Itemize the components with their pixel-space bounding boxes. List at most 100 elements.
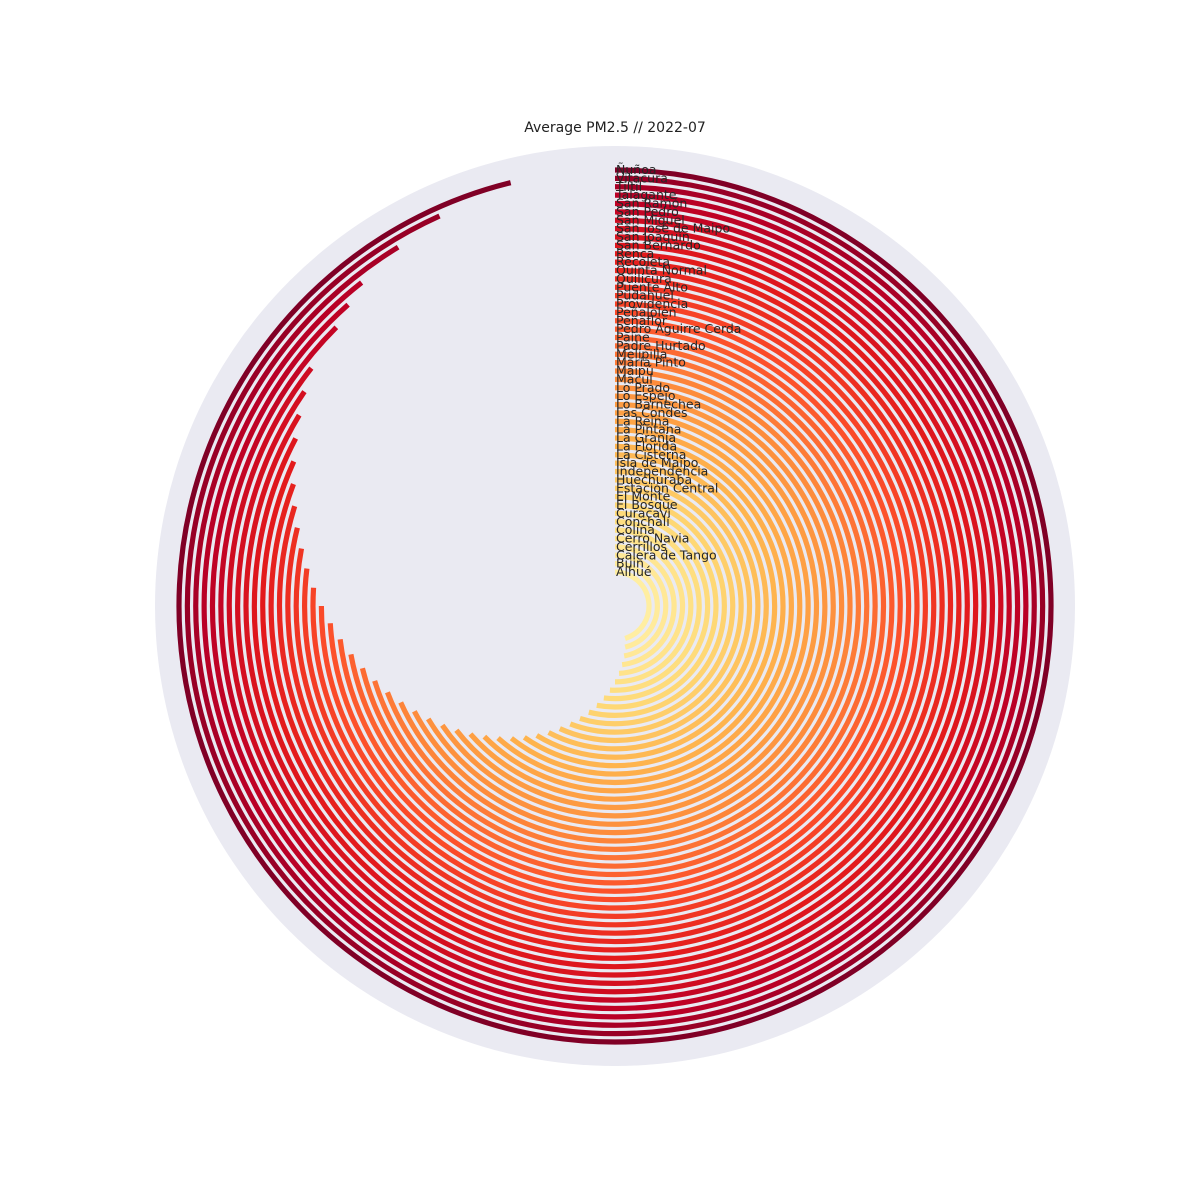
ring-label: La Cisterna <box>616 447 686 462</box>
ring-label: Las Condes <box>616 405 688 420</box>
ring-bar <box>535 452 769 760</box>
ring-bar <box>310 301 920 911</box>
ring-label: La Reina <box>616 413 669 428</box>
ring-label: Cerrillos <box>616 539 667 554</box>
ring-bar <box>337 326 895 886</box>
ring-label: Lo Barnechea <box>616 397 701 412</box>
ring-label: Peñaflor <box>616 313 668 328</box>
ring-bar <box>588 494 727 718</box>
ring-bar <box>201 192 1029 1020</box>
ring-bar <box>482 418 803 794</box>
ring-bar <box>193 184 1037 1028</box>
ring-bar <box>209 200 1021 1012</box>
ring-bar <box>558 468 753 744</box>
ring-bar <box>348 334 887 878</box>
ring-bar <box>509 435 786 777</box>
ring-label: Puente Alto <box>616 279 688 294</box>
ring-bar <box>218 209 1012 1003</box>
ring-label: San José de Maipo <box>616 221 730 236</box>
ring-bar <box>302 293 928 919</box>
ring-bar <box>609 519 702 693</box>
ring-bar <box>251 242 979 970</box>
ring-bar <box>243 234 987 978</box>
ring-label: Lo Espejo <box>616 388 676 403</box>
ring-label: San Joaquín <box>616 229 690 244</box>
ring-label: Isla de Maipo <box>616 455 698 470</box>
ring-label: La Florida <box>616 438 677 453</box>
ring-label: La Pintana <box>616 422 681 437</box>
ring-label: Estación Central <box>616 480 718 495</box>
ring-bar <box>547 460 761 752</box>
ring-label: Independencia <box>616 464 708 479</box>
ring-label: Maipú <box>616 363 654 378</box>
ring-bar <box>426 385 836 827</box>
ring-bar <box>398 368 853 844</box>
ring-label: Renca <box>616 246 654 261</box>
ring-bar <box>293 284 937 928</box>
ring-bar <box>614 544 677 668</box>
ring-bar <box>268 259 962 953</box>
ring-label: Tiltil <box>615 179 642 194</box>
ring-bar <box>614 527 694 685</box>
ring-bar <box>440 393 828 819</box>
chart-title: Average PM2.5 // 2022-07 <box>524 120 706 136</box>
ring-bar <box>226 217 1004 995</box>
ring-bar <box>454 401 820 811</box>
ring-label: Melipilla <box>616 346 667 361</box>
ring-bars <box>176 167 1054 1045</box>
ring-label: El Bosque <box>616 497 678 512</box>
ring-label: Macul <box>616 371 653 386</box>
ring-label: Colina <box>616 522 655 537</box>
ring-label: Providencia <box>616 296 688 311</box>
ring-bar <box>496 427 794 785</box>
ring-label: San Miguel <box>616 212 685 227</box>
ring-label: Pedro Aguirre Cerda <box>616 321 741 336</box>
ring-bar <box>318 309 912 903</box>
ring-label: Paine <box>616 330 650 345</box>
ring-bar <box>614 535 686 676</box>
ring-bar <box>603 510 711 702</box>
ring-bar <box>176 167 1054 1045</box>
ring-label: Quilicura <box>616 271 672 286</box>
ring-bar <box>260 251 970 961</box>
ring-bar <box>569 477 744 735</box>
ring-label: Lo Prado <box>616 380 670 395</box>
ring-bar <box>614 552 669 659</box>
ring-bar <box>522 443 778 769</box>
ring-bar <box>596 502 719 710</box>
ring-label: Talagante <box>615 187 677 202</box>
ring-label: Huechuraba <box>616 472 692 487</box>
ring-label: Recoleta <box>616 254 670 269</box>
ring-bar <box>235 226 995 986</box>
ring-bar <box>285 276 945 936</box>
ring-bar <box>468 410 811 802</box>
ring-label: Vitacura <box>616 170 668 185</box>
ring-label: San Bernardo <box>616 237 701 252</box>
ring-label: Alhué <box>616 564 652 579</box>
ring-bar <box>385 360 861 852</box>
ring-bar <box>276 267 954 945</box>
ring-label: Conchalí <box>616 514 670 529</box>
ring-label: Cerro Navia <box>616 531 689 546</box>
ring-label: San Pedro <box>616 204 679 219</box>
ring-label: Quinta Normal <box>616 263 707 278</box>
ring-label: Ñuñoa <box>616 162 657 177</box>
ring-label: San Ramón <box>616 196 687 211</box>
ring-bar <box>359 343 878 869</box>
ring-label: Calera de Tango <box>616 547 717 562</box>
ring-label: Curacaví <box>616 505 671 520</box>
ring-bar <box>579 485 736 727</box>
ring-bar <box>372 351 870 861</box>
center-hub <box>595 586 635 626</box>
ring-label: Pudahuel <box>616 288 674 303</box>
ring-bar <box>614 569 652 641</box>
ring-bar <box>412 376 845 836</box>
ring-label: Peñalolén <box>616 304 677 319</box>
ring-label: La Granja <box>616 430 676 445</box>
ring-label: El Monte <box>616 489 671 504</box>
ring-label: Buin <box>616 556 644 571</box>
ring-bar <box>614 561 660 650</box>
ring-label: Padre Hurtado <box>616 338 706 353</box>
